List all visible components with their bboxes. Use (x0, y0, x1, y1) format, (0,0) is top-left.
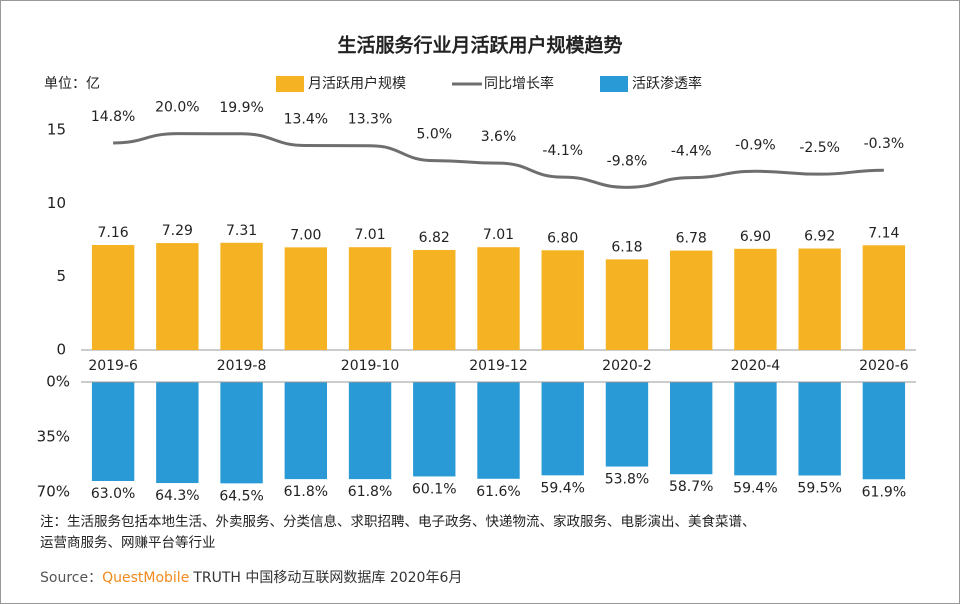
bar (541, 382, 584, 476)
bar (220, 382, 263, 484)
bar (91, 244, 135, 350)
bar (798, 248, 841, 350)
y-tick-label: 35% (37, 428, 70, 446)
data-label: 7.16 (98, 225, 129, 241)
data-label: 7.14 (868, 225, 899, 241)
bar (862, 382, 906, 480)
data-label: 5.0% (416, 127, 452, 143)
bar (541, 250, 584, 350)
legend-label: 活跃渗透率 (632, 75, 702, 92)
bar (91, 382, 135, 481)
y-tick-label: 5 (56, 267, 66, 285)
data-label: 6.78 (676, 231, 707, 247)
data-label: 6.18 (611, 239, 642, 255)
bar (156, 382, 199, 484)
x-tick-label: 2019-6 (88, 358, 138, 374)
x-tick-label: 2019-8 (217, 358, 267, 374)
source-label: Source： (40, 570, 102, 586)
bar (220, 242, 263, 350)
bar (477, 382, 520, 479)
data-label: -2.5% (799, 140, 840, 156)
data-label: -9.8% (607, 153, 648, 169)
bar (413, 382, 456, 477)
data-label: -4.4% (671, 144, 712, 160)
bar (284, 382, 328, 480)
bar (348, 382, 392, 480)
growth-line (113, 132, 884, 189)
data-label: -4.1% (542, 143, 583, 159)
bar (477, 247, 520, 350)
x-tick-label: 2019-12 (469, 358, 528, 374)
data-label: 61.8% (348, 484, 392, 500)
data-label: 64.3% (155, 488, 199, 504)
x-tick-label: 2019-10 (341, 358, 400, 374)
data-label: 61.9% (862, 484, 906, 500)
data-label: 64.5% (219, 488, 263, 504)
data-label: 59.4% (733, 480, 777, 496)
legend-swatch (276, 76, 304, 92)
bar (284, 247, 328, 350)
bar (734, 248, 777, 350)
data-label: 7.00 (290, 227, 321, 243)
legend-label: 同比增长率 (484, 75, 554, 92)
data-label: 19.9% (219, 100, 263, 116)
data-label: 7.31 (226, 223, 257, 239)
data-label: 7.29 (162, 223, 193, 239)
source: Source：QuestMobile TRUTH 中国移动互联网数据库 2020年… (40, 570, 462, 586)
data-label: 6.82 (419, 230, 450, 246)
y-tick-label: 10 (47, 194, 66, 212)
chart-title: 生活服务行业月活跃用户规模趋势 (337, 34, 622, 57)
data-label: 6.80 (547, 230, 578, 246)
data-label: 7.01 (483, 227, 514, 243)
legend-label: 月活跃用户规模 (308, 75, 406, 92)
data-label: 61.6% (476, 484, 520, 500)
data-label: -0.9% (735, 137, 776, 153)
bar (734, 382, 777, 476)
unit-label: 单位：亿 (44, 76, 100, 92)
data-label: 63.0% (91, 486, 135, 502)
data-label: 58.7% (669, 479, 713, 495)
y-tick-label: 0% (46, 373, 70, 391)
data-label: 13.4% (284, 112, 328, 128)
data-label: 14.8% (91, 109, 135, 125)
data-label: 61.8% (284, 484, 328, 500)
y-tick-label: 0 (56, 341, 66, 359)
x-tick-label: 2020-2 (602, 358, 652, 374)
bar (798, 382, 841, 476)
legend-swatch (600, 76, 628, 92)
x-tick-label: 2020-6 (859, 358, 909, 374)
note: 注：生活服务包括本地生活、外卖服务、分类信息、求职招聘、电子政务、快递物流、家政… (40, 513, 756, 530)
data-label: 13.3% (348, 112, 392, 128)
data-label: 59.4% (540, 480, 584, 496)
bar (605, 259, 649, 350)
bar (669, 382, 713, 475)
bar (348, 247, 392, 350)
data-label: 59.5% (797, 481, 841, 497)
source-text: TRUTH 中国移动互联网数据库 2020年6月 (192, 570, 462, 586)
data-label: 6.90 (740, 229, 771, 245)
y-tick-label: 15 (47, 121, 66, 139)
data-label: 60.1% (412, 481, 456, 497)
data-label: 20.0% (155, 100, 199, 116)
x-tick-label: 2020-4 (731, 358, 781, 374)
data-label: -0.3% (864, 136, 905, 152)
bar (156, 243, 199, 350)
bar (862, 245, 906, 350)
bar (669, 250, 713, 350)
source-brand: QuestMobile (102, 570, 189, 586)
bar (605, 382, 649, 467)
y-tick-label: 70% (37, 483, 70, 501)
data-label: 53.8% (605, 472, 649, 488)
data-label: 7.01 (354, 227, 385, 243)
data-label: 6.92 (804, 229, 835, 245)
bar (413, 249, 456, 350)
note: 运营商服务、网赚平台等行业 (40, 534, 216, 551)
data-label: 3.6% (481, 129, 517, 145)
